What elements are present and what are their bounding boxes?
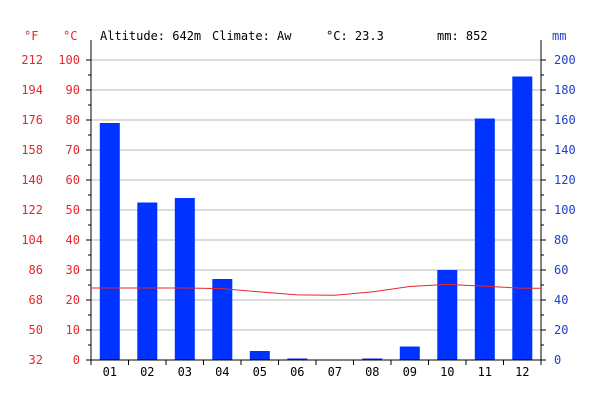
mm-tick-label: 160	[554, 113, 576, 127]
header-climate: Climate: Aw	[212, 29, 292, 43]
grid-lines	[91, 59, 541, 361]
mm-tick-label: 80	[554, 233, 568, 247]
mm-tick-label: 200	[554, 53, 576, 67]
mm-tick-label: 0	[554, 353, 561, 367]
fahrenheit-tick-label: 140	[21, 173, 43, 187]
fahrenheit-tick-label: 68	[29, 293, 43, 307]
mm-tick-label: 60	[554, 263, 568, 277]
month-tick-label: 01	[103, 365, 117, 379]
precipitation-bar	[362, 358, 383, 360]
mm-tick-label: 100	[554, 203, 576, 217]
precipitation-bar	[174, 198, 195, 360]
month-tick-label: 03	[178, 365, 192, 379]
precipitation-bar	[249, 351, 270, 360]
header-precip-total: mm: 852	[437, 29, 488, 43]
month-tick-label: 08	[365, 365, 379, 379]
mm-tick-label: 140	[554, 143, 576, 157]
temperature-line	[91, 283, 541, 296]
month-tick-label: 06	[290, 365, 304, 379]
precipitation-bar	[437, 270, 458, 360]
header-temp-avg: °C: 23.3	[326, 29, 384, 43]
tick-labels: 2121941761581401221048668503210090807060…	[21, 53, 575, 379]
mm-tick-label: 180	[554, 83, 576, 97]
precipitation-bar	[399, 346, 420, 360]
celsius-tick-label: 80	[66, 113, 80, 127]
precipitation-bar	[474, 118, 495, 360]
fahrenheit-tick-label: 50	[29, 323, 43, 337]
mm-tick-label: 40	[554, 293, 568, 307]
header-altitude: Altitude: 642m	[100, 29, 201, 43]
fahrenheit-tick-label: 86	[29, 263, 43, 277]
fahrenheit-tick-label: 32	[29, 353, 43, 367]
celsius-tick-label: 20	[66, 293, 80, 307]
celsius-tick-label: 30	[66, 263, 80, 277]
month-tick-label: 12	[515, 365, 529, 379]
celsius-tick-label: 100	[58, 53, 80, 67]
fahrenheit-tick-label: 212	[21, 53, 43, 67]
celsius-tick-label: 90	[66, 83, 80, 97]
celsius-tick-label: 60	[66, 173, 80, 187]
mm-tick-label: 120	[554, 173, 576, 187]
celsius-tick-label: 70	[66, 143, 80, 157]
fahrenheit-tick-label: 176	[21, 113, 43, 127]
precipitation-bars	[99, 76, 533, 360]
fahrenheit-tick-label: 194	[21, 83, 43, 97]
temperature-line-layer	[91, 283, 541, 296]
mm-tick-label: 20	[554, 323, 568, 337]
fahrenheit-tick-label: 104	[21, 233, 43, 247]
fahrenheit-tick-label: 122	[21, 203, 43, 217]
axis-label-mm: mm	[552, 29, 566, 43]
month-tick-label: 04	[215, 365, 229, 379]
fahrenheit-tick-label: 158	[21, 143, 43, 157]
month-tick-label: 02	[140, 365, 154, 379]
precipitation-bar	[512, 76, 533, 360]
axis-lines	[86, 40, 546, 365]
celsius-tick-label: 50	[66, 203, 80, 217]
celsius-tick-label: 0	[73, 353, 80, 367]
celsius-tick-label: 10	[66, 323, 80, 337]
precipitation-bar	[137, 202, 158, 360]
month-tick-label: 10	[440, 365, 454, 379]
month-tick-label: 07	[328, 365, 342, 379]
axis-label-celsius: °C	[63, 29, 77, 43]
month-tick-label: 11	[478, 365, 492, 379]
precipitation-bar	[287, 358, 308, 360]
precipitation-bar	[212, 279, 233, 360]
month-tick-label: 09	[403, 365, 417, 379]
axis-label-fahrenheit: °F	[24, 29, 38, 43]
celsius-tick-label: 40	[66, 233, 80, 247]
month-tick-label: 05	[253, 365, 267, 379]
precipitation-bar	[99, 123, 120, 360]
